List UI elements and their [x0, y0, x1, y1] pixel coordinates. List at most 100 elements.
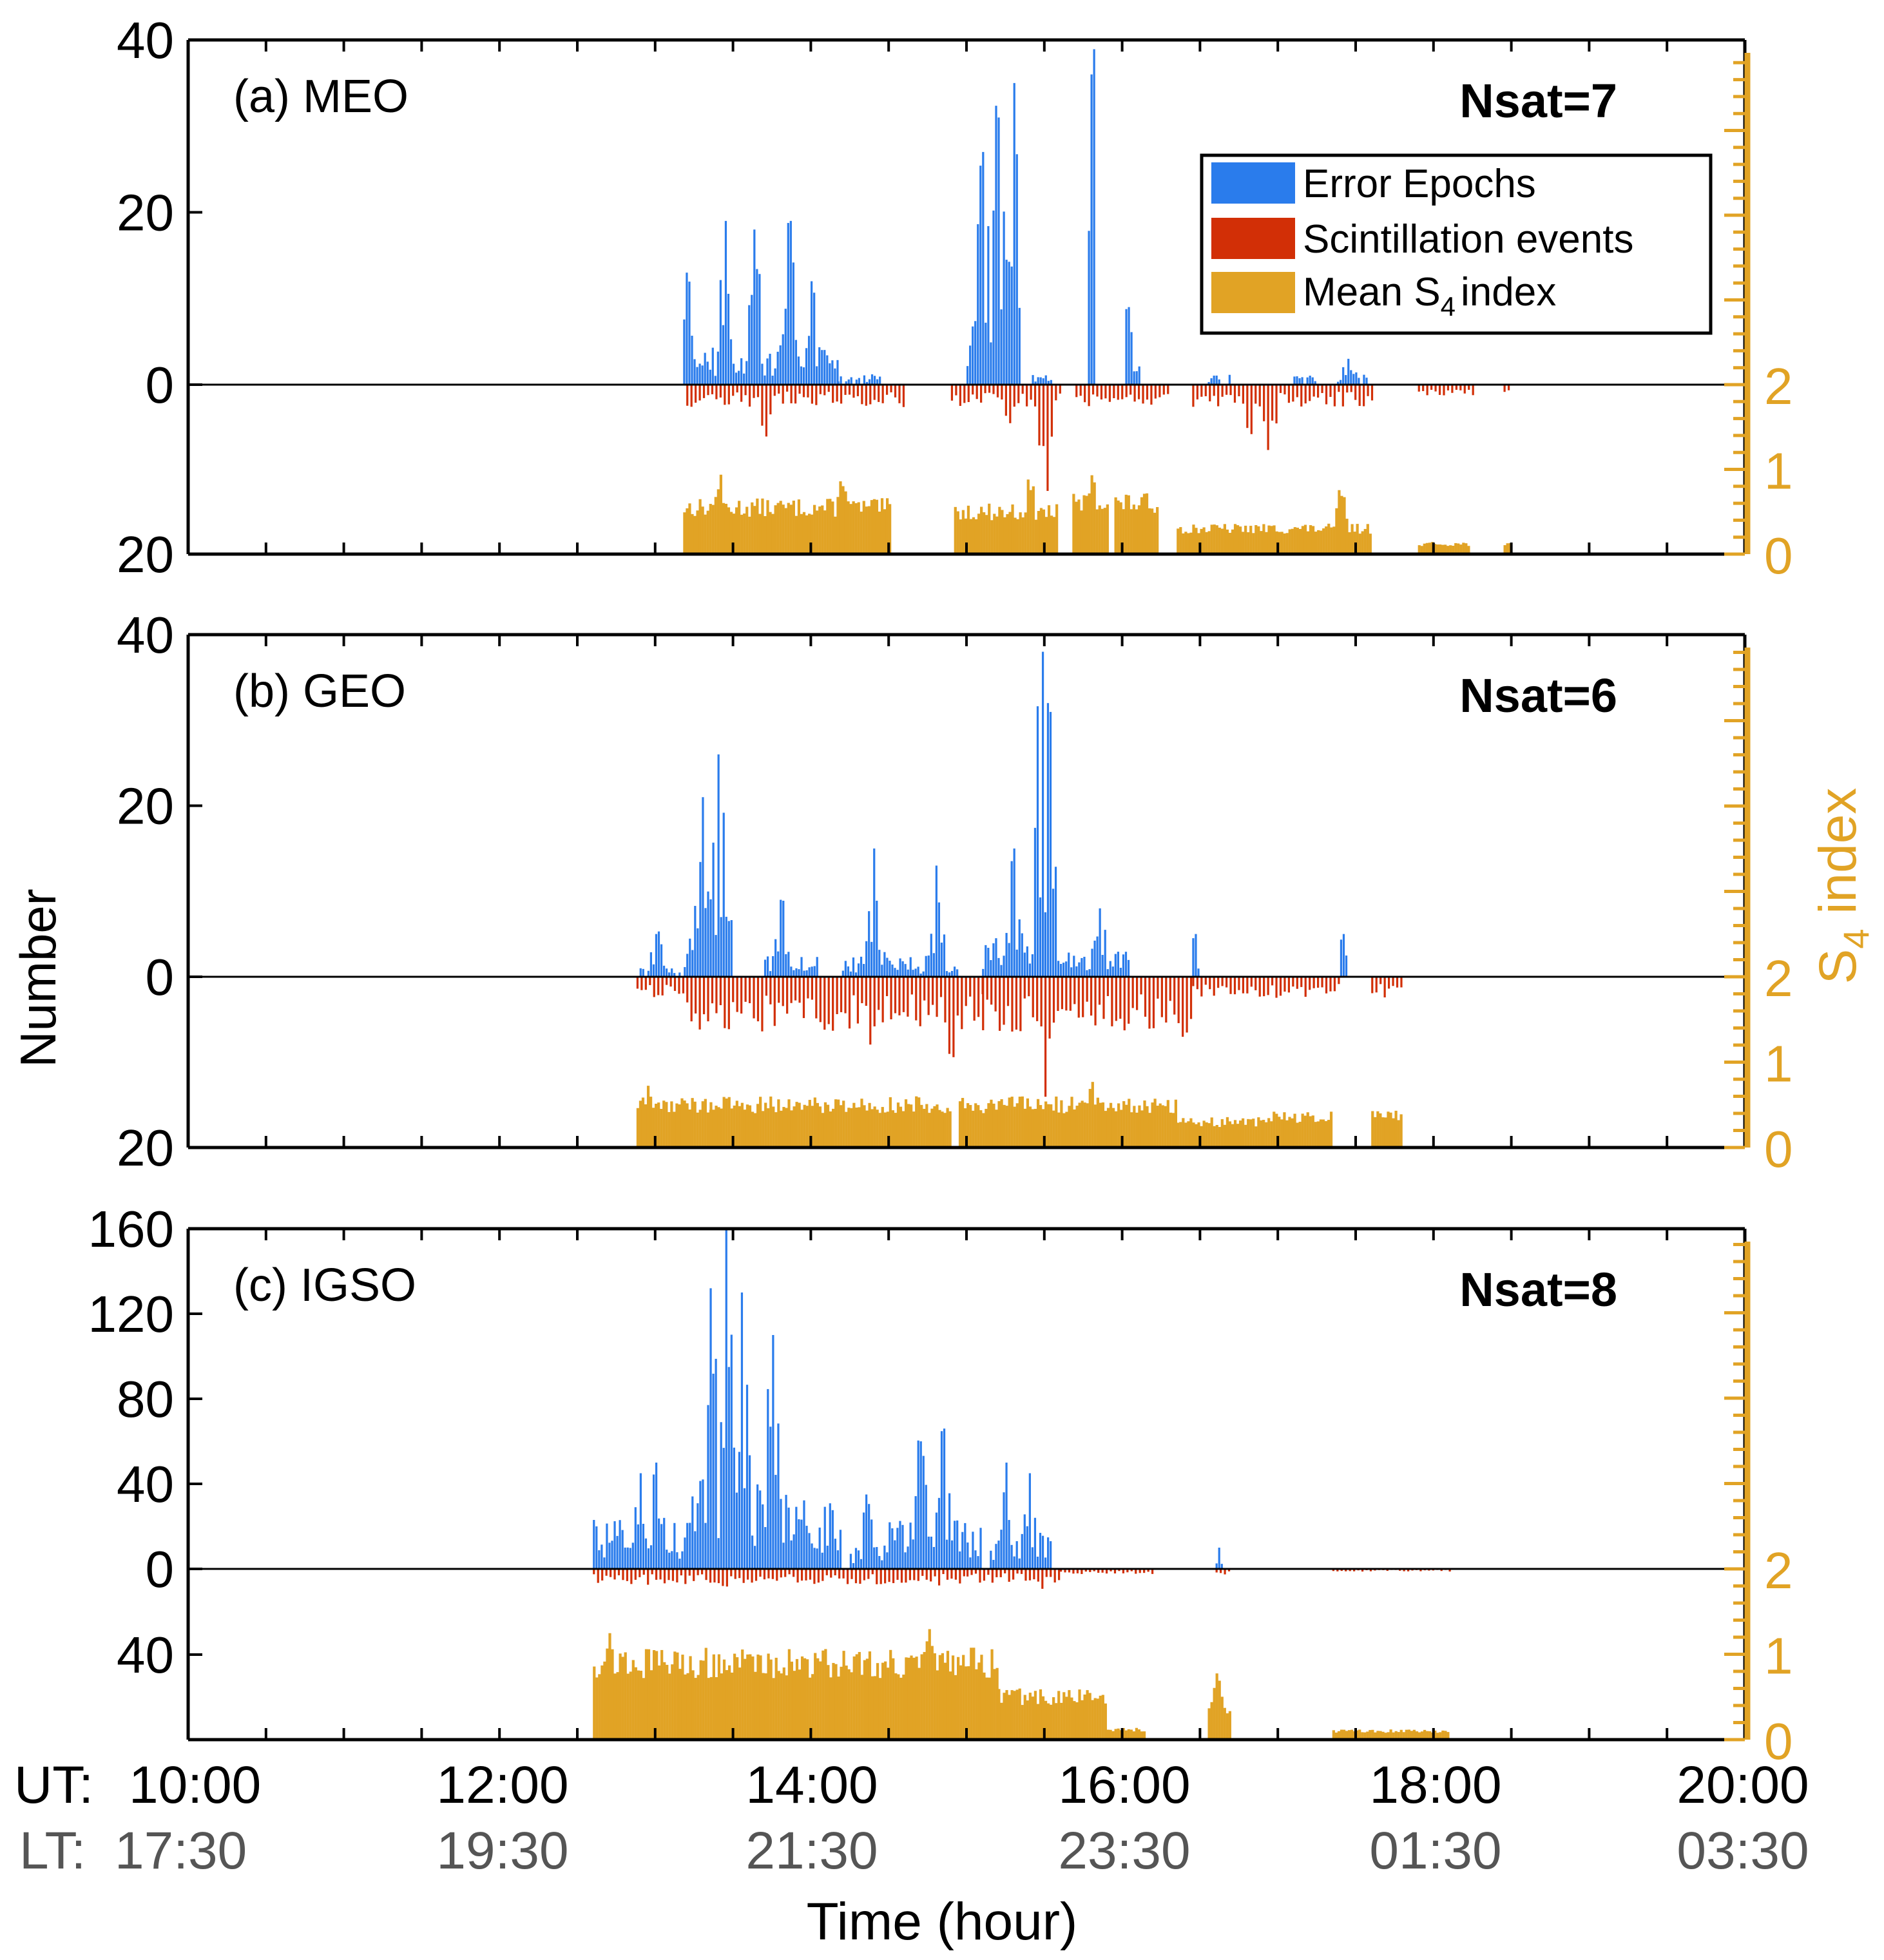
scint-bar: [1503, 385, 1506, 392]
error-bar: [722, 325, 725, 385]
scint-bar: [1254, 385, 1257, 404]
s4-bar: [930, 1646, 934, 1740]
s4-bar: [1423, 1729, 1427, 1740]
error-bar: [678, 972, 681, 977]
s4-bar: [1228, 1121, 1232, 1148]
scint-bar: [948, 977, 951, 1054]
s4-bar: [965, 1666, 968, 1740]
error-bar: [974, 1550, 977, 1569]
error-bar: [1026, 1526, 1028, 1569]
error-bar: [883, 1545, 886, 1569]
ut-tick-label: 12:00: [436, 1756, 568, 1814]
error-bar: [904, 1552, 907, 1569]
s4-bar: [878, 512, 881, 554]
scint-bar: [832, 385, 834, 403]
error-bar: [709, 369, 711, 385]
s4-bar: [1327, 1120, 1331, 1148]
s4-bar: [814, 1653, 817, 1740]
error-bar: [782, 1542, 785, 1569]
error-bar: [1091, 948, 1093, 977]
error-bar: [720, 1422, 722, 1569]
s4-bar: [1122, 509, 1125, 554]
s4-bar: [1283, 533, 1286, 554]
s4-bar: [746, 1654, 749, 1740]
s4-bar: [639, 1671, 643, 1740]
s4-bar: [1329, 1111, 1333, 1148]
scint-bar: [800, 1569, 803, 1581]
scint-bar: [952, 977, 955, 1057]
error-bar: [883, 952, 886, 977]
s4-bar: [1148, 508, 1151, 554]
s4-bar: [732, 514, 736, 554]
error-bar: [1000, 1530, 1003, 1569]
s4-bar: [644, 1649, 648, 1740]
s4-bar: [678, 1104, 681, 1148]
s4-bar: [1103, 508, 1106, 554]
s4-bar: [800, 1110, 803, 1148]
error-bar: [953, 966, 956, 977]
s4-bar: [1226, 529, 1229, 554]
s4-bar: [793, 1106, 796, 1148]
scint-bar: [759, 1569, 762, 1577]
error-bar: [1070, 967, 1073, 977]
scint-bar: [597, 1569, 599, 1583]
s4-bar: [1340, 495, 1343, 554]
error-bar: [686, 954, 689, 977]
s4-bar: [662, 1100, 666, 1148]
scint-bar: [1108, 385, 1111, 402]
scint-bar: [1044, 977, 1047, 1097]
error-bar: [797, 356, 800, 385]
s4-bar: [1366, 524, 1369, 554]
s4-bar: [649, 1097, 653, 1148]
s4-bar: [621, 1657, 624, 1740]
s4-bar: [829, 499, 832, 554]
s4-bar: [920, 1654, 923, 1740]
scint-bar: [773, 977, 776, 1026]
error-bar: [1068, 952, 1070, 977]
scint-bar: [976, 385, 978, 399]
scint-bar: [1333, 977, 1336, 992]
error-bar: [1210, 378, 1213, 385]
s4-bar: [1392, 1118, 1395, 1148]
error-bar: [837, 381, 840, 385]
scint-bar: [1287, 977, 1291, 993]
s4-bar: [1358, 533, 1361, 554]
s4-bar: [967, 1666, 970, 1740]
s4-bar: [1101, 508, 1104, 554]
s4-bar: [1133, 1106, 1136, 1148]
s4-bar: [1242, 532, 1245, 554]
error-bar: [774, 939, 777, 977]
scint-bar: [1113, 385, 1115, 399]
s4-bar: [1407, 1729, 1410, 1740]
s4-bar: [834, 1664, 838, 1740]
s4-bar: [1075, 1702, 1079, 1740]
scint-bar: [705, 1569, 707, 1580]
ut-tick-label: 20:00: [1677, 1756, 1809, 1814]
scint-bar: [844, 977, 847, 1014]
error-bar: [1054, 867, 1057, 977]
scint-bar: [1084, 385, 1086, 403]
s4-bar: [918, 1097, 921, 1148]
s4-bar: [715, 1106, 718, 1148]
scint-bar: [736, 385, 738, 393]
nsat-label: Nsat=6: [1459, 669, 1617, 722]
scint-bar: [859, 1569, 861, 1584]
error-bar: [716, 351, 719, 385]
scint-bar: [890, 977, 892, 1020]
error-bar: [660, 1524, 663, 1569]
s4-bar: [1202, 1120, 1206, 1148]
scint-bar: [798, 977, 801, 1003]
error-bar: [649, 1545, 653, 1569]
scint-bar: [1017, 385, 1020, 403]
s4-bar: [997, 1101, 1001, 1148]
error-bar: [927, 955, 930, 977]
s4-bar: [740, 1102, 744, 1148]
s4-bar: [1337, 1731, 1341, 1740]
s4-bar: [1093, 1104, 1097, 1148]
y-tick-label: 120: [88, 1285, 174, 1343]
s4-bar: [870, 500, 874, 554]
y-tick-label: 0: [146, 356, 175, 414]
s4-bar: [1316, 1121, 1320, 1148]
error-bar: [982, 968, 985, 977]
